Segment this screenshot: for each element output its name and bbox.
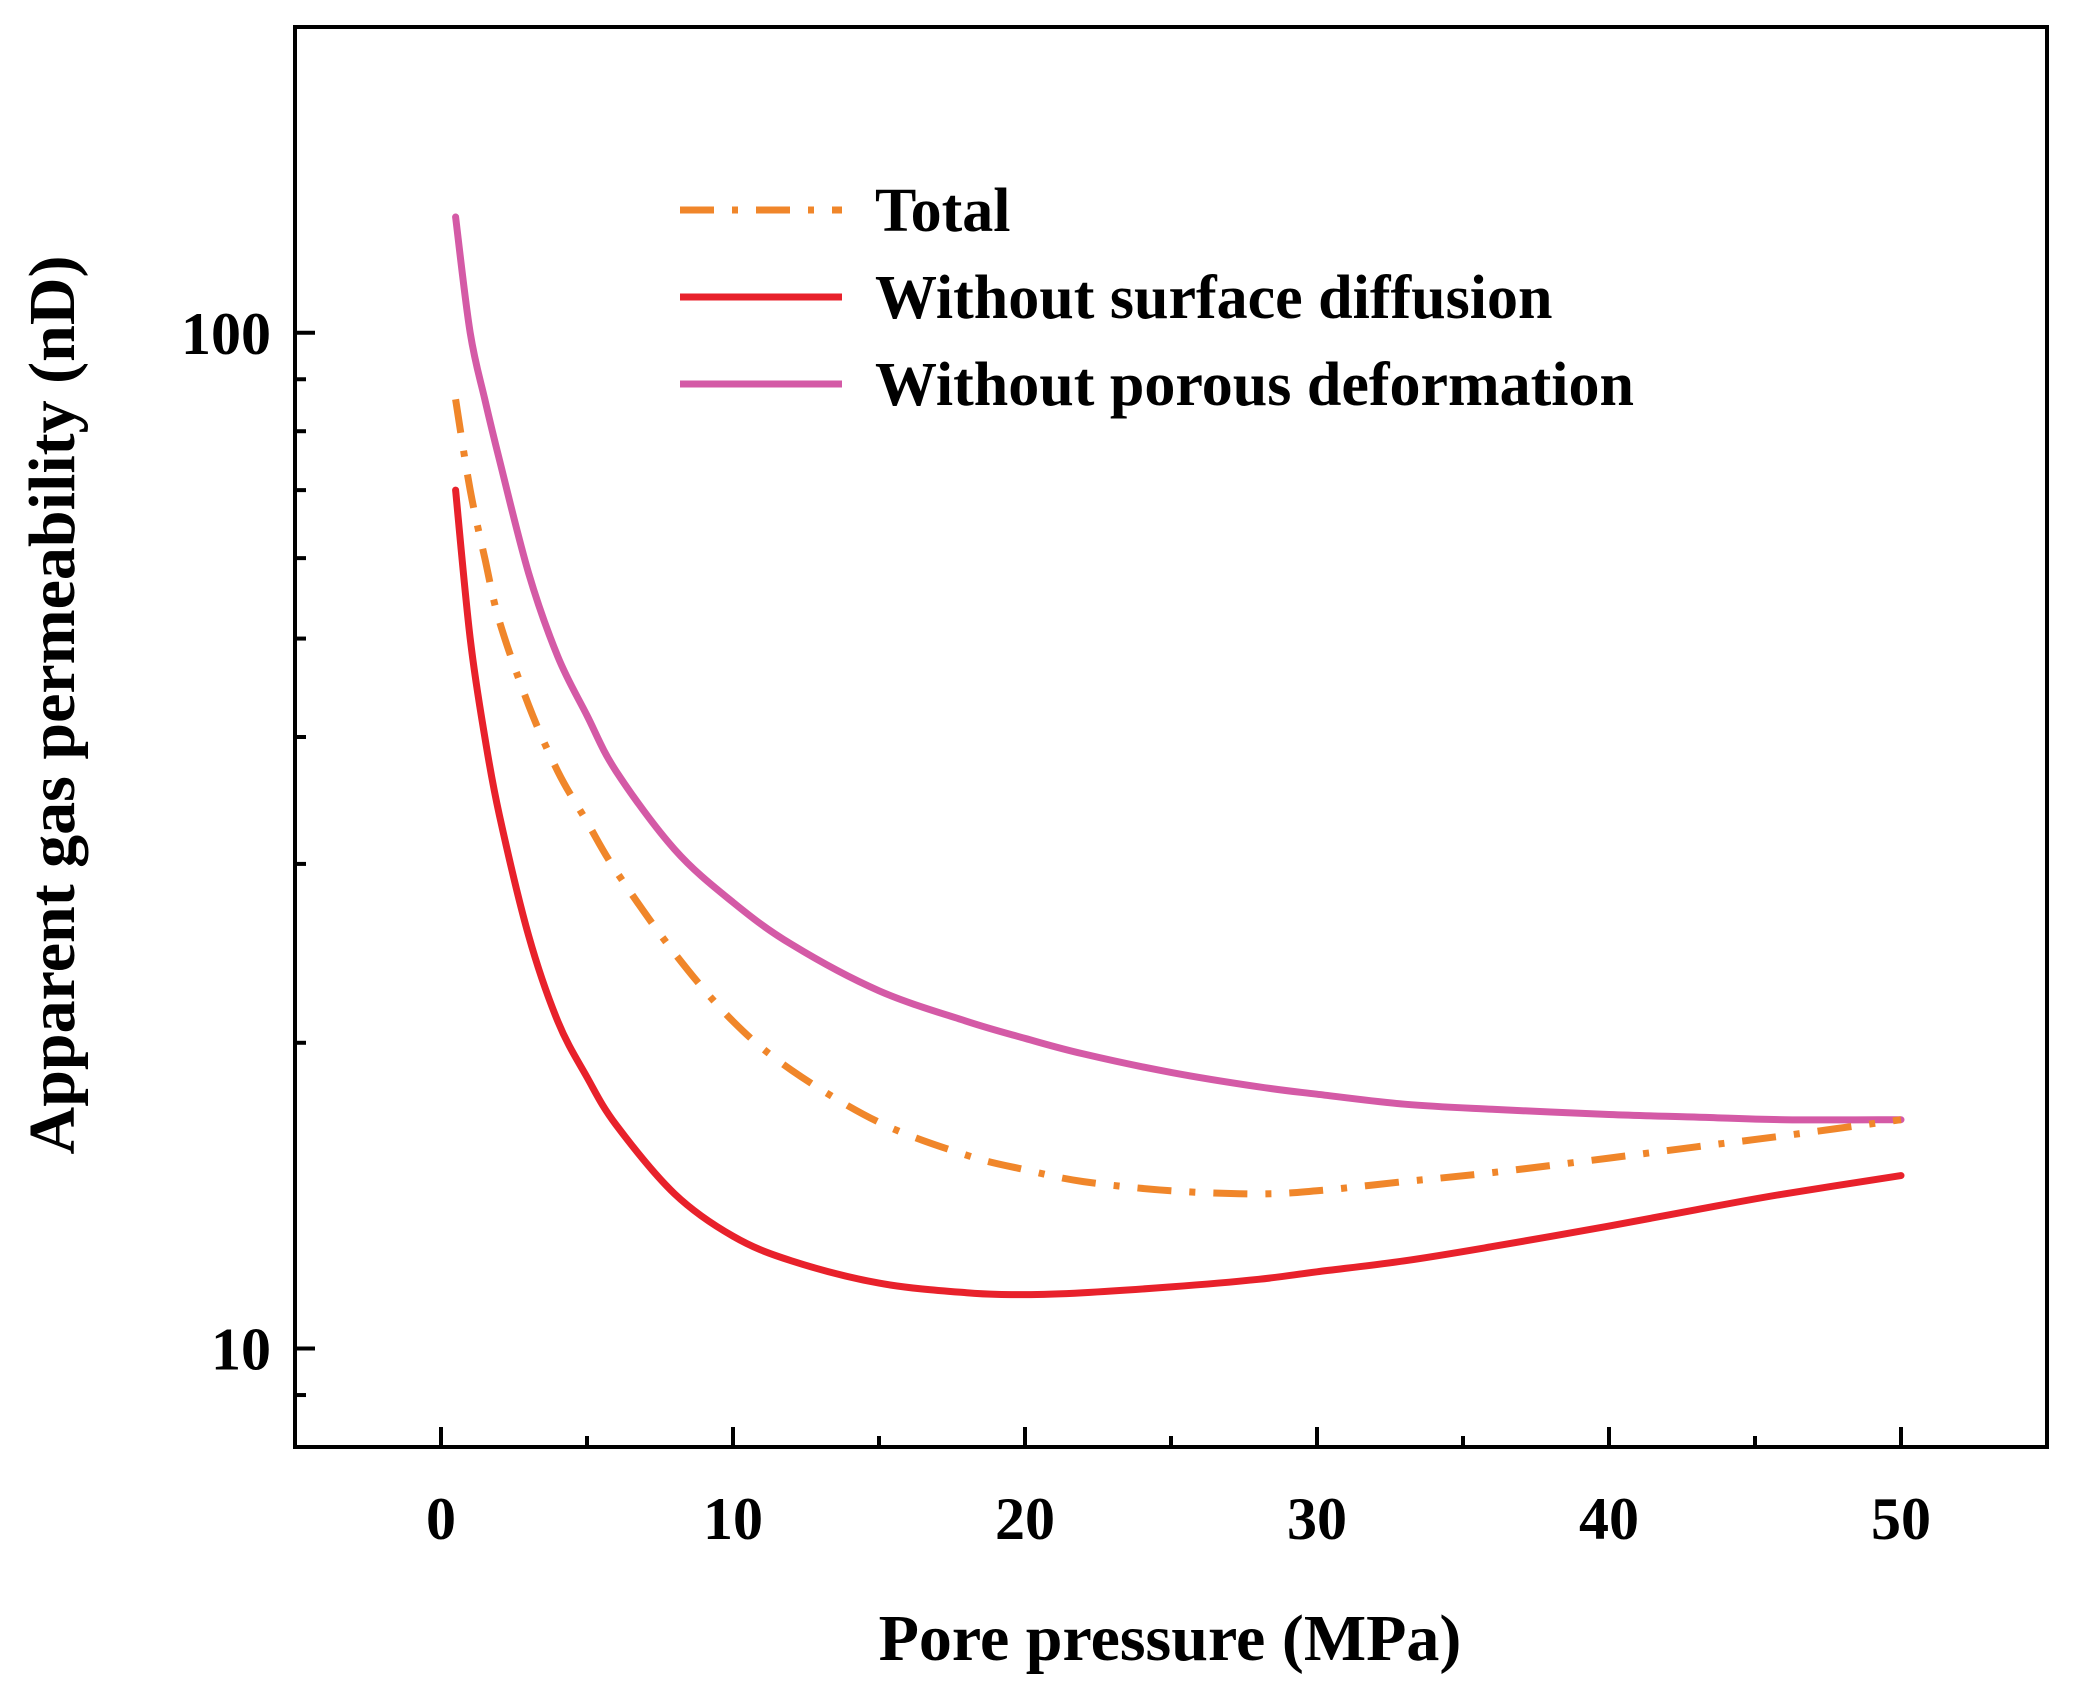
legend: Total Without surface diffusion Without po… <box>680 177 1634 419</box>
y-tick-label: 100 <box>181 301 271 367</box>
x-axis-title: Pore pressure (MPa) <box>879 1602 1462 1675</box>
x-tick-label: 30 <box>1287 1486 1347 1552</box>
series-line-without-surface-diffusion <box>452 486 1905 1299</box>
series-line-without-porous-deformation <box>452 213 1905 1124</box>
y-axis-title: Apparent gas permeability (nD) <box>16 256 89 1155</box>
series-line-total <box>452 398 1902 1198</box>
series-layer <box>452 213 1905 1299</box>
legend-label: Without porous deformation <box>875 351 1634 419</box>
y-tick-label: 10 <box>211 1317 271 1383</box>
legend-label: Without surface diffusion <box>875 264 1553 332</box>
axes-layer: 0 10 20 30 40 50 10 100 <box>181 25 1931 1552</box>
x-tick-label: 20 <box>995 1486 1055 1552</box>
x-tick-label: 0 <box>426 1486 456 1552</box>
legend-label: Total <box>875 177 1011 245</box>
x-tick-label: 10 <box>703 1486 763 1552</box>
x-tick-label: 40 <box>1579 1486 1639 1552</box>
x-tick-label: 50 <box>1871 1486 1931 1552</box>
